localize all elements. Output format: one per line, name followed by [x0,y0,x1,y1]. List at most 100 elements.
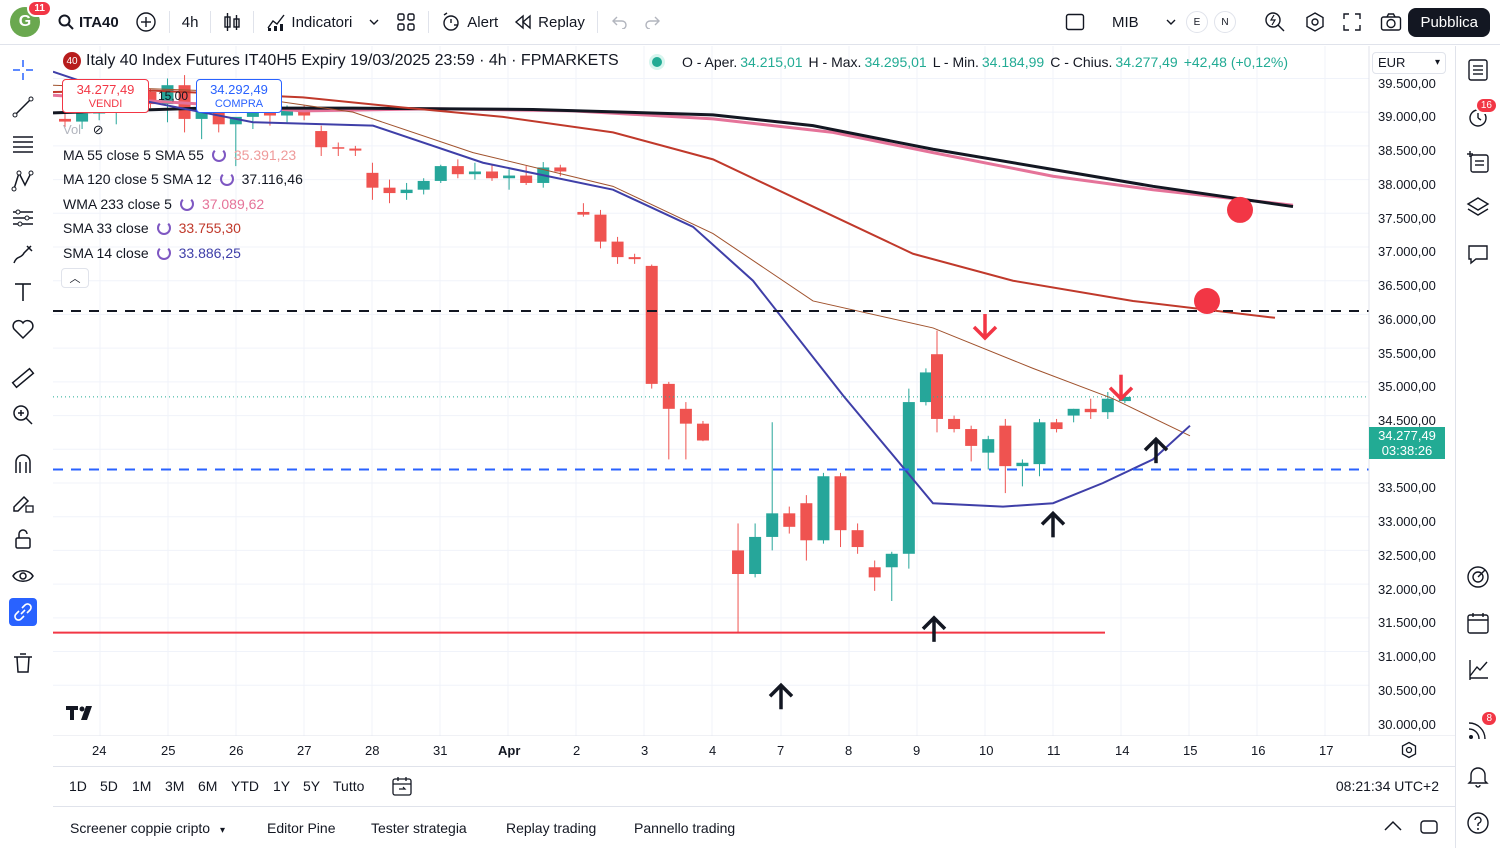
alerts-button[interactable]: 16 [1464,97,1498,131]
replay-button[interactable]: Replay [506,0,593,45]
sell-label: VENDI [88,98,123,110]
open-label: O - Aper. [682,54,738,70]
favorites-tool[interactable] [9,315,37,343]
user-avatar[interactable]: G 11 [10,0,52,37]
panel-tab-trading-panel[interactable]: Pannello trading [634,820,735,836]
layers-button[interactable] [1464,193,1492,221]
collapse-legend-button[interactable]: ︿ [61,268,89,288]
candle-body [468,171,481,175]
symbol-search[interactable]: ITA40 [50,0,127,45]
hotlists-button[interactable] [1464,563,1492,591]
bar-countdown: 03:38:26 [1381,443,1433,458]
indicators-label: Indicatori [291,13,353,31]
pill-e[interactable]: E [1186,11,1208,33]
undo-button[interactable] [602,0,636,45]
timeframe-button-6m[interactable]: 6M [198,778,218,794]
streams-button[interactable]: 8 [1464,710,1498,744]
settings-button[interactable] [1296,0,1334,45]
calendar-button[interactable] [1464,609,1492,637]
timeframe-button-1y[interactable]: 1Y [273,778,291,794]
ideas-button[interactable] [1464,656,1492,684]
timeframe-button-5y[interactable]: 5Y [303,778,321,794]
panel-tab-screener[interactable]: Screener coppie cripto ▾ [70,820,225,836]
forecast-tool[interactable] [9,204,37,232]
timeframe-button-ytd[interactable]: YTD [231,778,259,794]
zoom-tool[interactable] [9,401,37,429]
timeframe-button-1m[interactable]: 1M [132,778,152,794]
volume-indicator[interactable]: Vol ⊘ [63,122,104,138]
ruler-tool[interactable] [9,364,37,392]
candle-body [486,171,498,179]
maximize-panel-button[interactable] [1419,818,1439,839]
help-button[interactable] [1464,809,1492,837]
expand-panel-button[interactable] [1383,819,1403,836]
indicator-ma55[interactable]: MA 55 close 5 SMA 55 35.391,23 [63,147,296,163]
publish-button[interactable]: Pubblica [1408,8,1490,37]
magnet-tool[interactable] [9,450,37,478]
data-window-button[interactable] [1464,148,1492,176]
time-tick-label: 26 [229,743,244,758]
alerts-badge: 16 [1474,97,1498,114]
chart-type-button[interactable] [215,0,249,45]
fullscreen-button[interactable] [1334,0,1370,45]
currency-select[interactable]: EUR ▾ [1372,52,1446,74]
text-tool[interactable] [9,278,37,306]
compare-dropdown[interactable] [1157,0,1185,45]
screenshot-button[interactable] [1372,0,1410,45]
indicator-sma14[interactable]: SMA 14 close 33.886,25 [63,245,241,261]
indicator-wma233[interactable]: WMA 233 close 5 37.089,62 [63,196,264,212]
delete-tool[interactable] [9,649,37,677]
price-tick-label: 32.000,00 [1378,582,1436,597]
lock-tool[interactable] [9,525,37,553]
tradingview-logo[interactable] [66,704,98,725]
pill-n[interactable]: N [1214,11,1236,33]
price-chart[interactable] [53,46,1455,736]
clock-timezone[interactable]: 08:21:34 UTC+2 [1335,778,1439,794]
hide-tool[interactable] [9,562,37,590]
chevron-down-icon: ▾ [219,825,225,836]
annotation-circle [1194,287,1220,314]
compare-symbol[interactable]: MIB [1104,0,1147,45]
symbol-legend[interactable]: 40 Italy 40 Index Futures IT40H5 Expiry … [63,52,619,70]
gear-icon [1401,741,1417,759]
panel-tab-replay-trading[interactable]: Replay trading [506,820,596,836]
sell-button[interactable]: 34.277,49 VENDI [62,79,149,113]
compare-symbol-label: MIB [1112,13,1139,31]
indicator-sma33[interactable]: SMA 33 close 33.755,30 [63,220,241,236]
timeframe-button-3m[interactable]: 3M [165,778,185,794]
sync-drawing-tool[interactable] [9,598,37,626]
templates-button[interactable] [360,0,388,45]
chart-area[interactable] [53,46,1455,736]
candle-body [645,265,658,384]
watchlist-button[interactable] [1464,56,1492,84]
alert-button[interactable]: Alert [433,0,506,45]
quick-search-button[interactable] [1256,0,1294,45]
black-up-arrow [1143,436,1169,452]
timeframe-button-1d[interactable]: 1D [69,778,87,794]
timeframe-button-tutto[interactable]: Tutto [333,778,365,794]
high-label: H - Max. [808,54,862,70]
trendline-tool[interactable] [9,93,37,121]
interval-button[interactable]: 4h [174,0,207,45]
refresh-icon [156,221,171,235]
pattern-tool[interactable] [9,167,37,195]
layout-toggle-button[interactable] [1057,0,1093,45]
compare-add-button[interactable] [127,0,165,45]
axis-settings-button[interactable] [1400,741,1418,762]
layout-button[interactable] [388,0,424,45]
crosshair-tool[interactable] [9,56,37,84]
buy-button[interactable]: 34.292,49 COMPRA [196,79,282,113]
indicator-ma120[interactable]: MA 120 close 5 SMA 12 37.116,46 [63,171,303,187]
panel-tab-pine-editor[interactable]: Editor Pine [267,820,335,836]
redo-button[interactable] [636,0,670,45]
fib-tool[interactable] [9,130,37,158]
candle-body [1016,462,1029,467]
timeframe-button-5d[interactable]: 5D [100,778,118,794]
indicators-button[interactable]: Indicatori [258,0,360,45]
panel-tab-strategy-tester[interactable]: Tester strategia [371,820,467,836]
brush-tool[interactable] [9,241,37,269]
date-range-button[interactable] [391,775,413,800]
chat-button[interactable] [1464,240,1492,268]
stay-drawing-tool[interactable] [9,488,37,516]
notifications-button[interactable] [1464,762,1492,790]
